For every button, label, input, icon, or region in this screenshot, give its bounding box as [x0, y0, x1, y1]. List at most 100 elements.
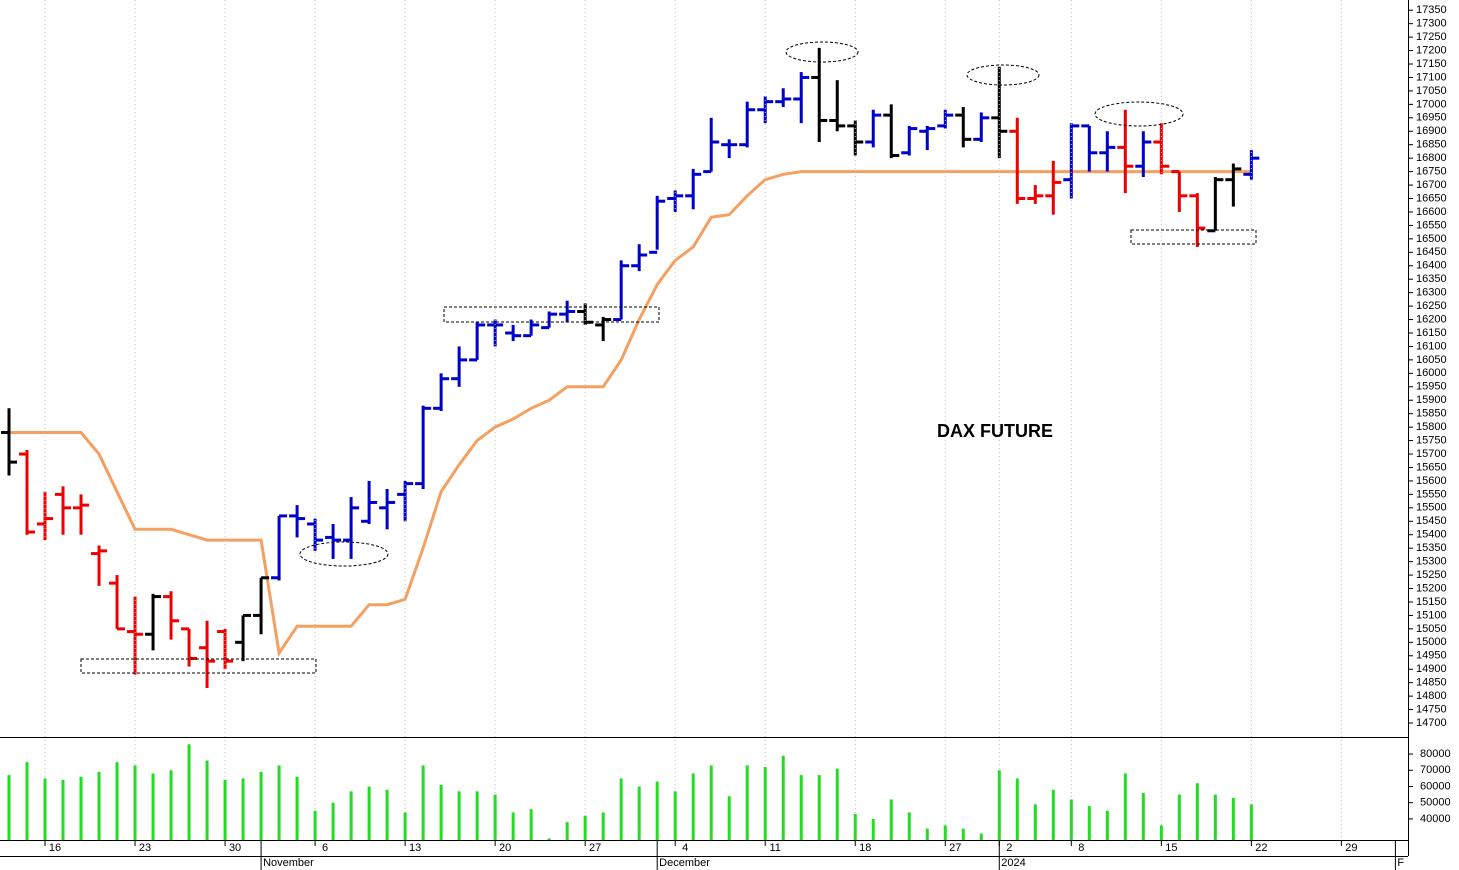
volume-bar	[1213, 794, 1217, 840]
y-tick-label: 16300	[1416, 287, 1447, 299]
volume-bar	[925, 828, 929, 840]
volume-bar	[979, 833, 983, 840]
volume-bar	[133, 765, 137, 840]
y-tick-label: 16650	[1416, 192, 1447, 204]
x-tick-label: 15	[1165, 842, 1177, 854]
y-tick-label: 14800	[1416, 690, 1447, 702]
annotation-ellipse	[299, 541, 389, 567]
y-tick-label: 15750	[1416, 434, 1447, 446]
y-tick-label: 16250	[1416, 300, 1447, 312]
volume-bar	[565, 822, 569, 840]
y-tick-label: 17000	[1416, 98, 1447, 110]
volume-bar	[331, 802, 335, 840]
y-tick-label: 15900	[1416, 394, 1447, 406]
y-tick-label: 16500	[1416, 233, 1447, 245]
volume-bar	[79, 776, 83, 840]
x-tick-label: 6	[322, 842, 328, 854]
y-tick-label: 16200	[1416, 313, 1447, 325]
annotation-ellipse	[1094, 101, 1184, 127]
y-tick-label: 15350	[1416, 542, 1447, 554]
y-tick-label: 15950	[1416, 381, 1447, 393]
volume-bar	[7, 775, 11, 840]
volume-bar	[151, 773, 155, 840]
x-tick-label: 30	[229, 842, 241, 854]
volume-bar	[745, 765, 749, 840]
volume-bar	[781, 755, 785, 840]
annotation-box	[80, 658, 317, 674]
y-tick-label: 16850	[1416, 139, 1447, 151]
x-tick-label: 4	[682, 842, 688, 854]
y-tick-label: 14750	[1416, 703, 1447, 715]
y-tick-label: 15450	[1416, 515, 1447, 527]
volume-bar	[817, 775, 821, 840]
annotation-box	[443, 306, 660, 323]
volume-bar	[1249, 804, 1253, 840]
x-tick-label: 2	[1006, 842, 1012, 854]
x-tick-label: 22	[1255, 842, 1267, 854]
volume-bar	[97, 771, 101, 840]
y-tick-label: 50000	[1420, 797, 1451, 809]
volume-bar	[241, 778, 245, 840]
volume-bar	[529, 809, 533, 840]
trend-line	[9, 170, 1252, 658]
volume-bar	[583, 815, 587, 840]
x-tick-label: 8	[1078, 842, 1084, 854]
volume-bar	[223, 779, 227, 840]
y-tick-label: 15700	[1416, 448, 1447, 460]
y-tick-label: 16750	[1416, 166, 1447, 178]
y-tick-label: 15800	[1416, 421, 1447, 433]
y-tick-label: 16000	[1416, 367, 1447, 379]
volume-bar	[655, 781, 659, 840]
y-tick-label: 15100	[1416, 609, 1447, 621]
y-tick-label: 15250	[1416, 569, 1447, 581]
volume-bar	[349, 791, 353, 840]
y-tick-label: 15400	[1416, 529, 1447, 541]
y-tick-label: 16700	[1416, 179, 1447, 191]
y-tick-label: 16100	[1416, 340, 1447, 352]
volume-bar	[25, 762, 29, 840]
volume-bar	[313, 810, 317, 840]
volume-bar	[601, 812, 605, 840]
y-tick-label: 14700	[1416, 717, 1447, 729]
y-tick-label: 60000	[1420, 780, 1451, 792]
volume-bar	[295, 776, 299, 840]
y-tick-label: 14850	[1416, 677, 1447, 689]
volume-bar	[1051, 789, 1055, 840]
volume-bar	[1159, 825, 1163, 840]
y-tick-label: 16450	[1416, 246, 1447, 258]
volume-bar	[835, 768, 839, 840]
volume-bar	[385, 789, 389, 840]
y-tick-label: 17300	[1416, 18, 1447, 30]
y-tick-label: 70000	[1420, 764, 1451, 776]
y-tick-label: 17050	[1416, 85, 1447, 97]
y-tick-label: 15150	[1416, 596, 1447, 608]
x-tick-label: 27	[589, 842, 601, 854]
y-tick-label: 17350	[1416, 4, 1447, 16]
y-tick-label: 16350	[1416, 273, 1447, 285]
month-label: F	[1397, 857, 1404, 869]
volume-bar	[1087, 805, 1091, 840]
volume-bar	[457, 791, 461, 840]
y-tick-label: 16050	[1416, 354, 1447, 366]
volume-bar	[997, 770, 1001, 840]
month-label: November	[263, 857, 314, 869]
y-tick-label: 17100	[1416, 71, 1447, 83]
volume-bar	[961, 828, 965, 840]
y-tick-label: 17150	[1416, 58, 1447, 70]
y-tick-label: 14950	[1416, 650, 1447, 662]
annotation-box	[1130, 229, 1257, 245]
volume-bar	[853, 814, 857, 840]
y-tick-label: 15200	[1416, 582, 1447, 594]
y-tick-label: 15850	[1416, 408, 1447, 420]
volume-bar	[421, 765, 425, 840]
x-tick-label: 23	[139, 842, 151, 854]
y-tick-label: 15600	[1416, 475, 1447, 487]
volume-bar	[1195, 783, 1199, 840]
volume-bar	[637, 786, 641, 840]
y-tick-label: 40000	[1420, 813, 1451, 825]
month-label: 2024	[1001, 857, 1025, 869]
volume-bar	[403, 812, 407, 840]
y-tick-label: 17250	[1416, 31, 1447, 43]
volume-bar	[205, 760, 209, 840]
